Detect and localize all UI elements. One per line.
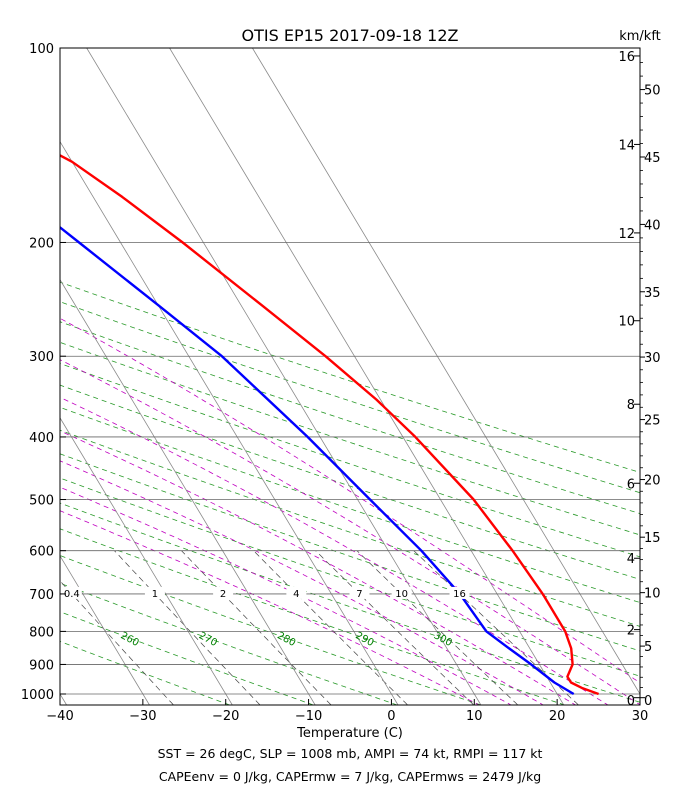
dry-adiabat [60, 341, 640, 536]
km-tick-label: 16 [618, 50, 635, 65]
moist-adiabat [60, 317, 640, 684]
km-tick-label: 14 [618, 138, 635, 153]
footer-indices-line1: SST = 26 degC, SLP = 1008 mb, AMPI = 74 … [158, 746, 543, 761]
x-tick-label: −30 [129, 709, 156, 724]
kft-tick-label: 25 [644, 414, 661, 429]
mixing-ratio-line [114, 550, 261, 705]
pressure-tick-label: 300 [29, 350, 54, 365]
plot-frame [59, 47, 641, 706]
x-tick-label: 30 [632, 709, 649, 724]
isotherm [60, 555, 150, 705]
x-tick-label: −40 [46, 709, 73, 724]
mixing-ratio-label: 16 [453, 589, 466, 600]
footer-indices-line2: CAPEenv = 0 J/kg, CAPErmw = 7 J/kg, CAPE… [159, 769, 541, 784]
isotherm [60, 140, 399, 705]
mixing-ratio-label-bg [391, 586, 412, 599]
kft-tick-label: 35 [644, 286, 661, 301]
mixing-ratio-label-bg [286, 586, 307, 599]
kft-tick-label: 5 [644, 640, 652, 655]
kft-tick-label: 45 [644, 151, 661, 166]
moist-adiabat [60, 396, 609, 705]
km-tick-label: 12 [618, 227, 635, 242]
x-axis-label: Temperature (C) [296, 726, 403, 741]
x-tick-label: −10 [295, 709, 322, 724]
moist-adiabat [60, 359, 640, 705]
x-tick-label: 20 [549, 709, 566, 724]
mixing-ratio-label-bg [449, 586, 470, 599]
kft-tick-label: 0 [644, 694, 652, 709]
right-axis-label: km/kft [619, 29, 661, 44]
mixing-ratio-label: 1 [152, 589, 158, 600]
mixing-ratio-line [253, 550, 408, 705]
dry-adiabat [60, 301, 640, 494]
kft-tick-label: 30 [644, 351, 661, 366]
km-tick-label: 2 [627, 624, 635, 639]
pressure-tick-label: 500 [29, 494, 54, 509]
kft-tick-label: 20 [644, 474, 661, 489]
isotherm [60, 278, 316, 705]
x-tick-label: 0 [387, 709, 395, 724]
km-tick-label: 10 [618, 315, 635, 330]
mixing-ratio-label-bg [61, 586, 82, 599]
mixing-ratio-line [181, 550, 332, 705]
pressure-tick-label: 100 [29, 42, 54, 57]
axes-layer: −40 −30 −20 −10 0 10 20 30100200300400500600700… [21, 42, 661, 724]
kft-tick-label: 40 [644, 218, 661, 233]
moist-adiabat [60, 510, 480, 705]
pressure-tick-label: 600 [29, 545, 54, 560]
km-tick-label: 4 [627, 552, 635, 567]
kft-tick-label: 50 [644, 84, 661, 99]
isotherm [169, 48, 565, 705]
chart-title: OTIS EP15 2017-09-18 12Z [242, 26, 459, 45]
profile-layer [60, 154, 600, 696]
mixing-ratio-label: 7 [356, 589, 362, 600]
mixing-ratio-label: 2 [220, 589, 226, 600]
isotherm [252, 48, 640, 695]
mixing-ratio-label-bg [144, 586, 165, 599]
dry-adiabat [60, 406, 640, 604]
moist-adiabat [60, 460, 544, 705]
dewpoint-line [60, 225, 575, 696]
mixing-ratio-label-bg [213, 586, 234, 599]
pressure-tick-label: 900 [29, 658, 54, 673]
pressure-tick-label: 800 [29, 625, 54, 640]
km-tick-label: 6 [627, 477, 635, 492]
mixing-ratio-line [60, 580, 174, 705]
pressure-tick-label: 1000 [21, 688, 54, 703]
mixing-ratio-label-bg [349, 586, 370, 599]
mixing-ratio-label: 0.4 [64, 589, 80, 600]
pressure-tick-label: 400 [29, 431, 54, 446]
x-tick-label: −20 [212, 709, 239, 724]
mixing-ratio-label: 4 [293, 589, 299, 600]
isotherm [60, 417, 233, 705]
temperature-line [60, 154, 600, 696]
x-tick-label: 10 [466, 709, 483, 724]
moist-adiabat [60, 430, 577, 705]
kft-tick-label: 10 [644, 587, 661, 602]
km-tick-label: 0 [627, 694, 635, 709]
mixing-ratio-label: 10 [395, 589, 408, 600]
pressure-tick-label: 700 [29, 588, 54, 603]
isotherm [86, 48, 482, 705]
mixing-ratio-line [315, 550, 474, 705]
kft-tick-label: 15 [644, 531, 661, 546]
pressure-tick-label: 200 [29, 236, 54, 251]
km-tick-label: 8 [627, 398, 635, 413]
